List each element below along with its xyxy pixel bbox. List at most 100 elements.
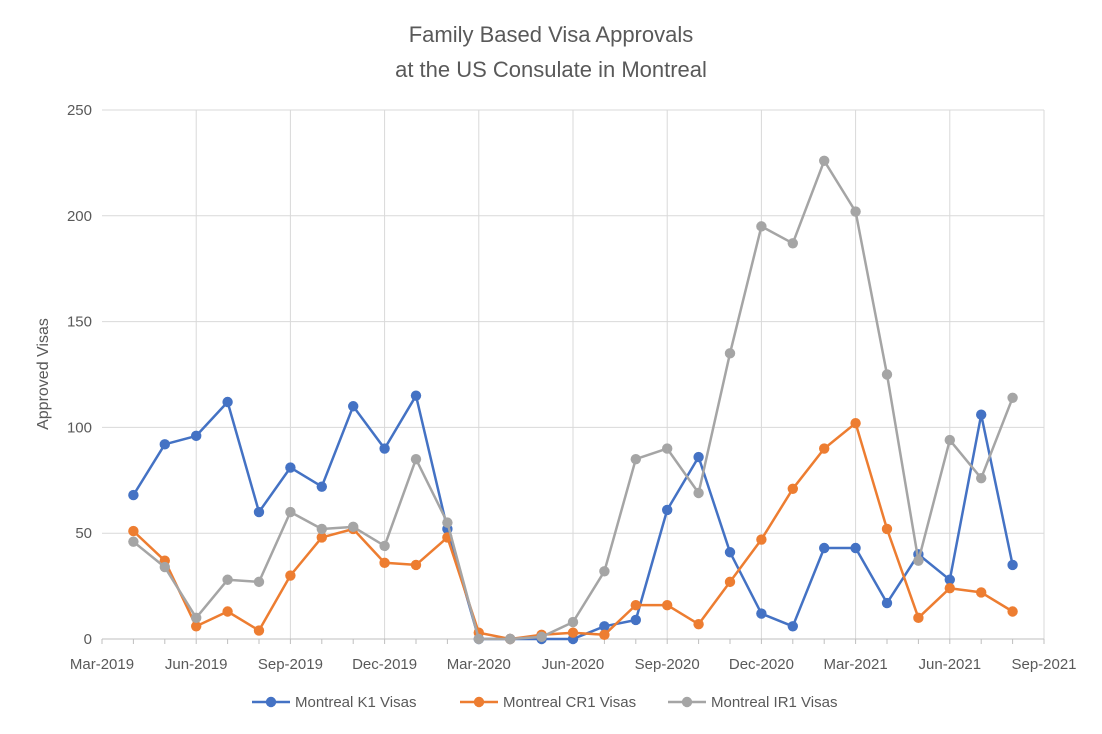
y-tick-label: 200 <box>67 208 92 225</box>
data-point <box>756 221 767 232</box>
x-tick-label: Jun-2020 <box>542 656 605 673</box>
data-point <box>473 633 484 645</box>
data-point <box>567 627 579 638</box>
legend-marker <box>681 696 693 708</box>
data-point <box>881 597 893 609</box>
y-tick-label: 100 <box>67 419 92 436</box>
data-point <box>850 542 861 554</box>
legend-marker <box>473 696 485 708</box>
data-point <box>159 439 170 450</box>
data-point <box>567 616 579 628</box>
data-point <box>1007 392 1018 403</box>
data-point <box>881 369 893 380</box>
legend-item: Montreal CR1 Visas <box>460 694 636 711</box>
data-point <box>316 523 327 535</box>
data-point <box>724 547 736 558</box>
data-point <box>316 481 327 492</box>
data-point <box>410 390 422 401</box>
y-tick-label: 250 <box>67 102 92 119</box>
data-point <box>693 487 704 499</box>
data-point <box>253 625 265 636</box>
data-point <box>724 576 736 588</box>
x-tick-label: Dec-2020 <box>729 656 794 673</box>
y-tick-label: 150 <box>67 314 92 331</box>
data-point <box>630 453 641 465</box>
data-point <box>316 532 327 543</box>
data-point <box>410 559 422 571</box>
legend-item: Montreal IR1 Visas <box>668 694 837 711</box>
chart-title-line-1: Family Based Visa Approvals <box>409 22 694 47</box>
data-point <box>348 401 359 412</box>
x-tick-label: Jun-2021 <box>919 656 982 673</box>
series-2 <box>128 155 1018 645</box>
x-tick-label: Mar-2019 <box>70 656 134 673</box>
data-point <box>379 557 390 569</box>
data-point <box>881 523 893 535</box>
data-point <box>756 608 767 619</box>
data-point <box>662 443 673 454</box>
data-point <box>944 574 955 585</box>
data-point <box>222 574 233 585</box>
data-point <box>222 606 233 617</box>
data-point <box>599 621 610 632</box>
data-point <box>787 238 798 249</box>
data-point <box>191 430 202 442</box>
data-point <box>756 534 767 545</box>
data-point <box>724 348 736 359</box>
data-point <box>128 525 139 537</box>
data-point <box>285 570 296 581</box>
x-tick-label: Jun-2019 <box>165 656 228 673</box>
data-point <box>819 542 830 554</box>
data-point <box>976 587 987 598</box>
data-point <box>159 561 170 573</box>
data-point <box>944 434 955 446</box>
legend-item: Montreal K1 Visas <box>252 694 416 711</box>
data-point <box>662 504 673 516</box>
data-point <box>285 462 296 473</box>
data-point <box>913 555 924 566</box>
data-point <box>379 443 390 454</box>
data-point <box>410 453 422 465</box>
legend-marker <box>265 696 277 708</box>
data-point <box>662 599 673 611</box>
axes: 0 50 100 150 200 250 Mar-2019 Jun-2019 Sep-2019 D… <box>67 102 1077 673</box>
series-lines <box>128 155 1018 645</box>
data-point <box>599 629 610 640</box>
legend-label: Montreal IR1 Visas <box>711 694 837 711</box>
gridlines <box>102 109 1045 639</box>
data-point <box>191 612 202 624</box>
data-point <box>222 396 233 408</box>
data-point <box>1007 559 1018 571</box>
legend: Montreal K1 Visas Montreal CR1 Visas Montr… <box>252 694 837 711</box>
data-point <box>505 633 516 645</box>
x-tick-label: Mar-2021 <box>823 656 887 673</box>
x-tick-label: Sep-2019 <box>258 656 323 673</box>
data-point <box>850 206 861 217</box>
data-point <box>819 155 830 166</box>
data-point <box>976 472 987 484</box>
data-point <box>191 621 202 632</box>
data-point <box>630 614 641 626</box>
data-point <box>693 618 704 630</box>
legend-label: Montreal K1 Visas <box>295 694 416 711</box>
data-point <box>128 489 139 501</box>
data-point <box>913 612 924 624</box>
y-tick-label: 0 <box>84 631 92 648</box>
data-point <box>787 621 798 632</box>
data-point <box>285 506 296 518</box>
data-point <box>850 417 861 429</box>
data-point <box>819 443 830 454</box>
data-point <box>253 506 265 518</box>
data-point <box>787 483 798 494</box>
data-point <box>379 540 390 552</box>
data-point <box>442 517 453 528</box>
x-tick-label: Sep-2020 <box>635 656 700 673</box>
data-point <box>630 599 641 611</box>
data-point <box>348 521 359 533</box>
x-tick-label: Dec-2019 <box>352 656 417 673</box>
data-point <box>536 631 547 643</box>
data-point <box>128 536 139 547</box>
data-point <box>693 451 704 463</box>
